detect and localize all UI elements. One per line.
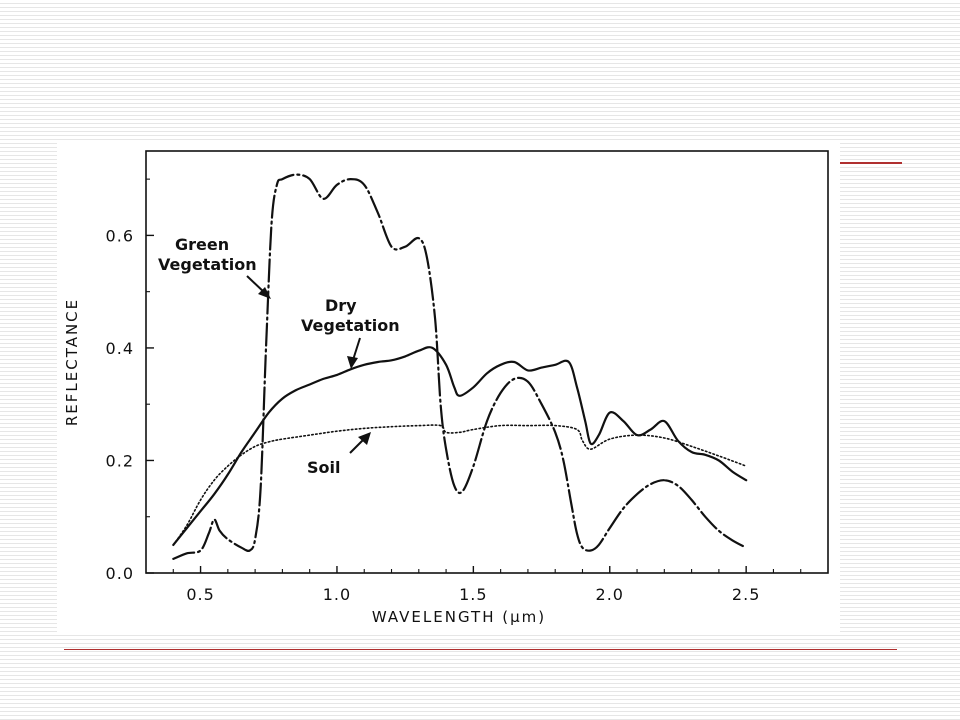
- annotation-green-vegetation-line2: Vegetation: [158, 255, 257, 274]
- x-tick-label: 1.5: [459, 585, 487, 604]
- x-tick-label: 0.5: [186, 585, 214, 604]
- series-line-dry-vegetation: [172, 346, 748, 546]
- y-tick-label: 0.0: [106, 564, 134, 583]
- arrowhead-soil: [358, 432, 371, 445]
- x-tick-label: 1.0: [323, 585, 351, 604]
- y-tick-label: 0.4: [106, 339, 134, 358]
- annotation-dry-vegetation-line1: Dry: [325, 296, 357, 315]
- y-tick-label: 0.6: [106, 226, 134, 245]
- axis-ticks: 0.5 1.0 1.5 2.0 2.5 0.0 0.2 0.4 0.6: [106, 178, 802, 604]
- arrow-soil: [349, 438, 365, 454]
- decorative-red-rule-top: [840, 162, 902, 164]
- arrow-dry-vegetation: [352, 337, 361, 361]
- decorative-red-rule-bottom: [64, 649, 897, 650]
- annotation-soil: Soil: [307, 458, 340, 477]
- annotation-dry-vegetation-line2: Vegetation: [301, 316, 400, 335]
- y-axis-title: REFLECTANCE: [63, 298, 81, 426]
- spectral-reflectance-chart: 0.5 1.0 1.5 2.0 2.5 0.0 0.2 0.4 0.6 Green Vegeta…: [63, 150, 829, 626]
- y-tick-label: 0.2: [106, 451, 134, 470]
- annotations: Green Vegetation Dry Vegetation Soil: [158, 235, 400, 477]
- data-series: [172, 173, 748, 560]
- x-axis-title: WAVELENGTH (µm): [372, 608, 546, 626]
- plot-frame: [145, 150, 829, 574]
- series-line-soil: [172, 424, 747, 546]
- arrowhead-dry-vegetation: [347, 356, 358, 369]
- x-tick-label: 2.0: [596, 585, 624, 604]
- series-line-green-vegetation: [172, 173, 748, 560]
- annotation-green-vegetation-line1: Green: [175, 235, 229, 254]
- figure-panel: 0.5 1.0 1.5 2.0 2.5 0.0 0.2 0.4 0.6 Green Vegeta…: [57, 143, 840, 635]
- x-tick-label: 2.5: [732, 585, 760, 604]
- arrowhead-green-vegetation: [258, 287, 271, 299]
